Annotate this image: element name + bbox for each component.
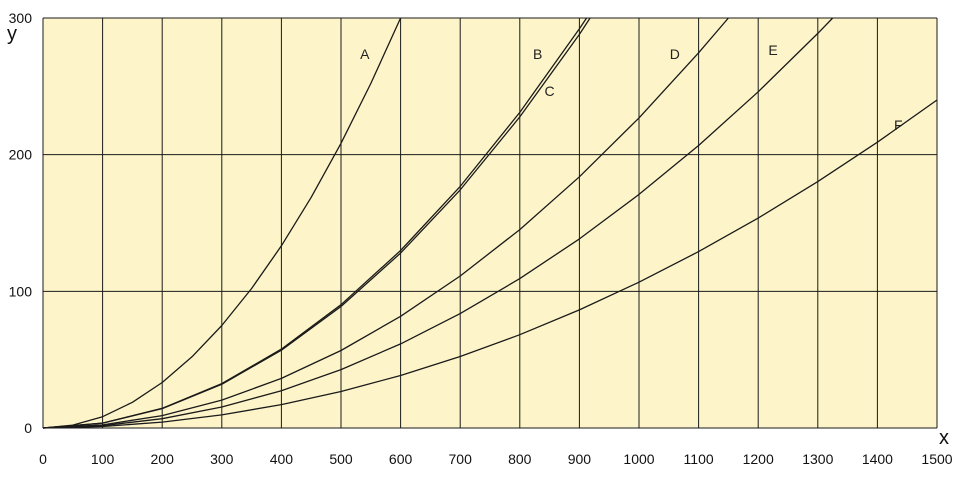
x-tick-label: 1000 [623,451,654,467]
series-e-line [42,17,834,429]
x-tick-label: 600 [389,451,413,467]
curve-label-f: F [894,117,903,133]
series-f-line [42,99,938,429]
curve-labels: A B C D E F [360,42,902,133]
x-tick-label: 900 [568,451,592,467]
x-tick-label: 700 [449,451,473,467]
x-tick-label: 0 [39,451,47,467]
x-tick-label: 1400 [862,451,893,467]
x-tick-label: 800 [508,451,532,467]
y-tick-label: 200 [9,147,33,163]
x-tick-label: 100 [91,451,115,467]
y-tick-label: 300 [9,10,33,26]
x-axis-label: x [939,427,949,449]
x-tick-labels: 0 100 200 300 400 500 600 700 800 900 1000 1100 1200… [39,451,953,467]
x-tick-label: 200 [151,451,175,467]
plot-area [43,18,937,428]
series-c-line [42,17,588,429]
grid-lines [42,17,938,429]
curve-label-e: E [768,42,777,58]
y-tick-labels: 0 100 200 300 [9,10,33,436]
x-tick-label: 400 [270,451,294,467]
curve-label-d: D [670,46,680,62]
x-tick-label: 1200 [743,451,774,467]
series-a-line [42,17,402,429]
x-tick-label: 1500 [921,451,952,467]
series-d-line [42,17,729,429]
curve-label-a: A [360,46,370,62]
curves [42,17,938,429]
x-tick-label: 300 [210,451,234,467]
y-tick-label: 100 [9,283,33,299]
y-axis-label: y [7,23,17,45]
x-tick-label: 1100 [684,451,714,467]
x-tick-label: 500 [329,451,353,467]
x-tick-label: 1300 [802,451,833,467]
curve-label-b: B [533,46,542,62]
curve-label-c: C [545,83,555,99]
y-tick-label: 0 [24,420,32,436]
